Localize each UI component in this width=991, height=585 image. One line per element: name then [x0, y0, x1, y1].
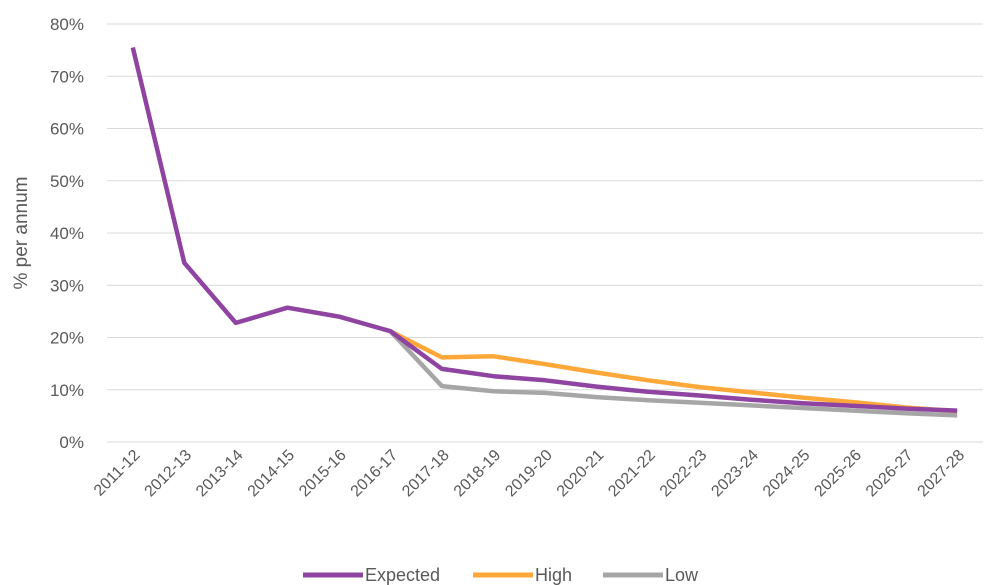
y-axis-label: % per annum	[11, 176, 32, 289]
x-tick-label: 2024-25	[760, 447, 814, 501]
x-tick-label: 2020-21	[554, 447, 608, 501]
y-tick-label: 0%	[59, 433, 84, 452]
y-tick-label: 80%	[50, 15, 84, 34]
x-tick-label: 2013-14	[193, 447, 247, 501]
x-tick-label: 2016-17	[348, 447, 402, 501]
x-tick-label: 2015-16	[296, 447, 350, 501]
x-tick-label: 2021-22	[605, 447, 659, 501]
y-tick-label: 10%	[50, 381, 84, 400]
y-tick-label: 20%	[50, 329, 84, 348]
legend-label-low: Low	[665, 565, 699, 585]
y-tick-label: 70%	[50, 67, 84, 86]
legend-label-expected: Expected	[365, 565, 440, 585]
series-lines	[130, 46, 958, 418]
series-line-expected	[130, 46, 958, 413]
x-axis-ticks: 2011-122012-132013-142014-152015-162016-…	[91, 447, 968, 501]
y-tick-label: 40%	[50, 224, 84, 243]
x-tick-label: 2027-28	[915, 447, 969, 501]
legend-label-high: High	[535, 565, 572, 585]
x-tick-label: 2017-18	[399, 447, 453, 501]
y-tick-label: 30%	[50, 276, 84, 295]
y-tick-label: 60%	[50, 120, 84, 139]
x-tick-label: 2026-27	[863, 447, 917, 501]
x-tick-label: 2025-26	[811, 447, 865, 501]
legend: Expected High Low	[303, 565, 699, 585]
y-axis-ticks: 0% 10% 20% 30% 40% 50% 60% 70% 80%	[50, 15, 84, 452]
x-tick-label: 2012-13	[142, 447, 196, 501]
series-line-high	[389, 329, 958, 414]
x-tick-label: 2014-15	[245, 447, 299, 501]
series-line-low	[388, 329, 958, 418]
x-tick-label: 2018-19	[451, 447, 505, 501]
x-tick-label: 2011-12	[91, 447, 144, 500]
x-tick-label: 2019-20	[502, 447, 556, 501]
y-tick-label: 50%	[50, 172, 84, 191]
x-tick-label: 2022-23	[657, 447, 711, 501]
x-tick-label: 2023-24	[708, 447, 762, 501]
gridlines	[107, 23, 983, 443]
